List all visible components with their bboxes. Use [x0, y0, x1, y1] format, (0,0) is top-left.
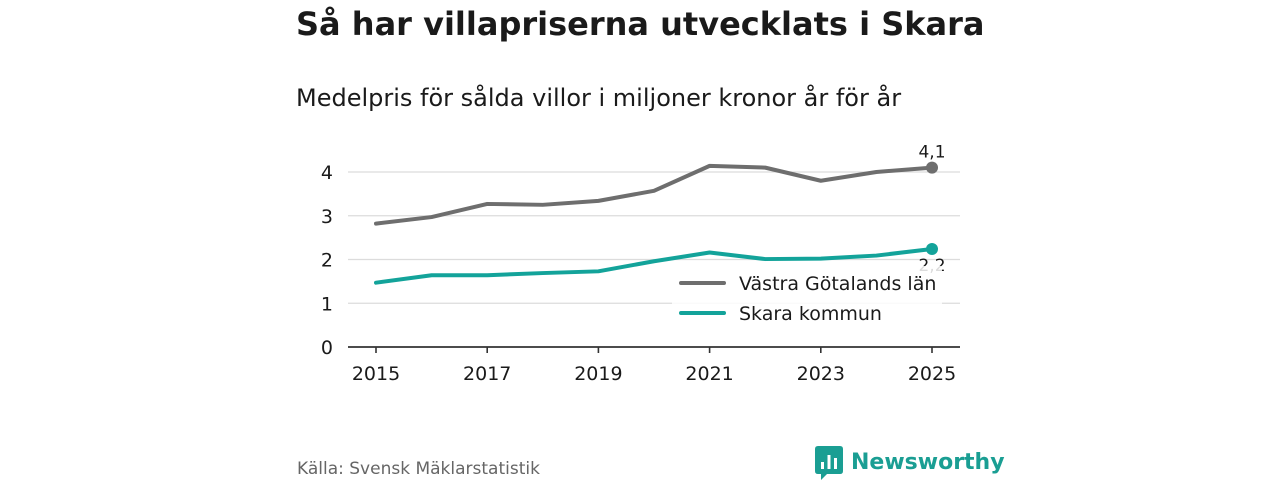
y-tick-label: 2	[321, 250, 333, 272]
x-axis: 2015 2017 2019 2021 2023 2025	[348, 346, 960, 385]
y-tick-label: 3	[321, 206, 333, 228]
series-line	[374, 247, 934, 285]
x-tick-label: 2023	[797, 363, 845, 385]
legend-background	[672, 266, 942, 332]
x-tick-label: 2015	[352, 363, 400, 385]
source-note: Källa: Svensk Mäklarstatistik	[297, 459, 540, 479]
legend-label: Skara kommun	[739, 303, 882, 325]
x-tick-label: 2017	[463, 363, 511, 385]
y-tick-label: 1	[321, 293, 333, 315]
series-lines	[374, 161, 938, 285]
series-end-marker	[926, 161, 938, 174]
newsworthy-logo: Newsworthy	[815, 446, 1005, 480]
y-tick-label: 0	[321, 337, 333, 359]
chart-subtitle: Medelpris för sålda villor i miljoner kr…	[296, 84, 902, 112]
newsworthy-logo-icon	[815, 446, 843, 480]
series-end-marker	[926, 243, 938, 255]
brand-name: Newsworthy	[851, 450, 1005, 475]
legend: Västra Götalands län Skara kommun	[672, 266, 942, 332]
legend-label: Västra Götalands län	[739, 273, 936, 295]
end-value-label: 4,1	[918, 143, 945, 163]
chart-title: Så har villapriserna utvecklats i Skara	[296, 5, 985, 43]
series-line	[374, 163, 934, 226]
x-tick-label: 2019	[574, 363, 622, 385]
x-tick-label: 2025	[908, 363, 956, 385]
y-tick-label: 4	[321, 162, 333, 184]
x-tick-label: 2021	[685, 363, 733, 385]
